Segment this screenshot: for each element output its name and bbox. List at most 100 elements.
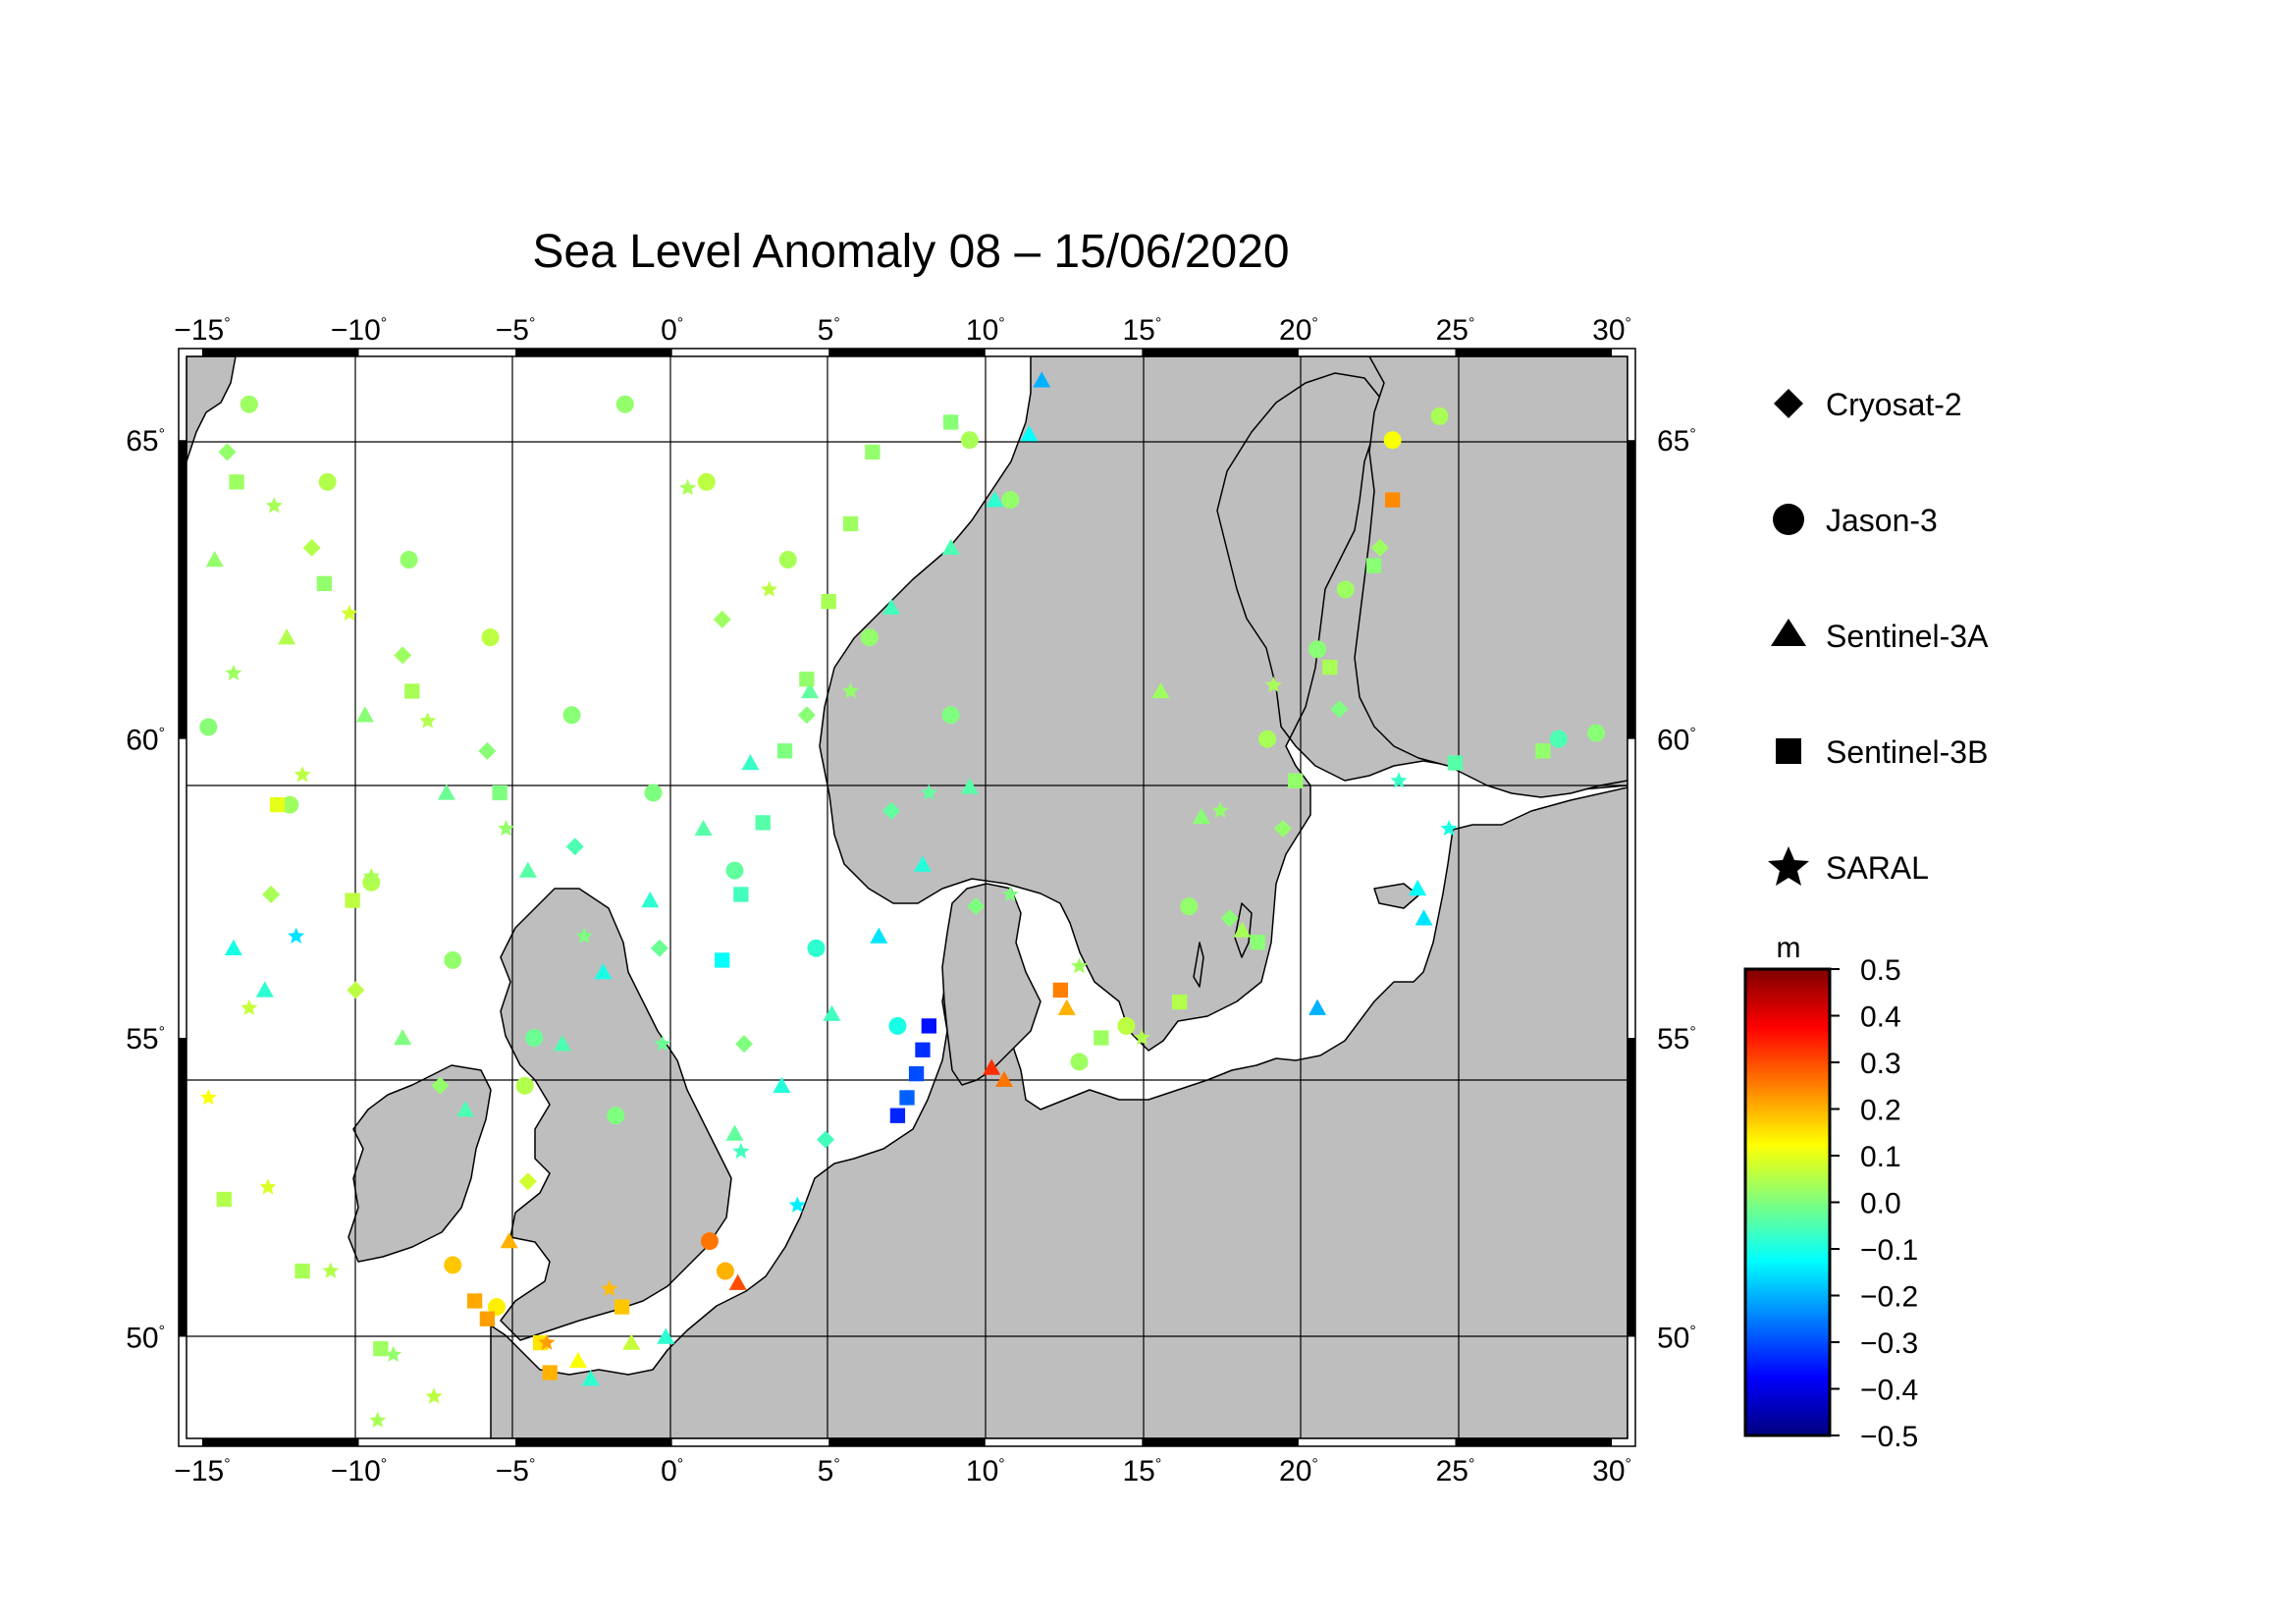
data-point-square xyxy=(821,593,836,610)
colorbar-tick-label: 0.2 xyxy=(1860,1095,1901,1127)
data-point-diamond xyxy=(797,706,816,725)
data-point-triangle xyxy=(983,1058,1001,1075)
data-point-circle xyxy=(240,395,258,413)
data-point-triangle xyxy=(1192,807,1210,825)
data-point-star xyxy=(1211,801,1229,818)
lat-tick-label: 50° xyxy=(126,1322,165,1354)
data-point-circle xyxy=(960,431,979,450)
data-point-circle xyxy=(697,472,716,491)
data-point-triangle xyxy=(355,706,374,723)
data-point-circle xyxy=(1308,640,1327,659)
data-point-triangle xyxy=(986,491,1004,508)
data-point-star xyxy=(788,1196,806,1213)
data-point-square xyxy=(715,952,730,968)
data-point-star xyxy=(538,1333,556,1350)
legend-item-sentinel-3b: Sentinel-3B xyxy=(1776,734,1988,770)
circle-icon xyxy=(1773,504,1804,535)
oland xyxy=(1193,942,1204,988)
data-point-star xyxy=(369,1411,387,1428)
colorbar-tick-label: 0.1 xyxy=(1860,1141,1901,1173)
data-point-triangle xyxy=(255,981,274,998)
data-point-triangle xyxy=(581,1370,600,1386)
data-point-star xyxy=(225,664,242,680)
data-point-star xyxy=(1440,820,1458,837)
data-point-triangle xyxy=(725,1124,744,1141)
data-point-diamond xyxy=(262,885,281,903)
data-point-circle xyxy=(515,1076,534,1095)
data-point-triangle xyxy=(1033,371,1051,388)
lat-tick-label: 65° xyxy=(1657,425,1696,458)
diamond-icon xyxy=(1774,389,1803,418)
data-point-star xyxy=(1264,676,1282,693)
legend-label: SARAL xyxy=(1826,850,1929,886)
legend-item-sentinel-3a: Sentinel-3A xyxy=(1771,619,1989,654)
data-point-triangle xyxy=(728,1273,747,1290)
data-point-star xyxy=(288,927,305,944)
data-point-square xyxy=(614,1299,630,1315)
colorbar-unit: m xyxy=(1777,932,1801,964)
colorbar-tick-label: −0.5 xyxy=(1860,1421,1918,1453)
longitude-labels-bottom: −15° −10° −5° 0° 5° 10° 15° 20° 25° 30° xyxy=(174,1455,1631,1488)
colorbar-tick-label: 0.3 xyxy=(1860,1048,1901,1080)
data-point-triangle xyxy=(1415,909,1433,926)
data-point-square xyxy=(345,893,360,908)
data-point-square xyxy=(492,784,507,801)
data-point-circle xyxy=(1070,1053,1089,1071)
data-point-triangle xyxy=(1057,999,1076,1015)
data-point-diamond xyxy=(1220,909,1239,928)
lon-tick-label: 15° xyxy=(1122,314,1161,347)
lon-tick-label: 20° xyxy=(1279,1455,1318,1488)
data-point-circle xyxy=(281,795,299,814)
data-point-circle xyxy=(1383,431,1402,450)
lon-tick-label: 20° xyxy=(1279,314,1318,347)
data-point-diamond xyxy=(302,538,321,557)
data-point-square xyxy=(1094,1030,1109,1046)
data-point-square xyxy=(269,796,286,813)
data-point-circle xyxy=(1180,897,1199,916)
data-point-circle xyxy=(1430,406,1449,425)
latitude-labels-right: 50° 55° 60° 65° xyxy=(1657,425,1696,1354)
data-point-circle xyxy=(562,706,581,725)
lat-tick-label: 55° xyxy=(1657,1023,1696,1055)
lat-tick-label: 65° xyxy=(126,425,165,458)
data-point-square xyxy=(1322,659,1338,676)
data-point-triangle xyxy=(594,963,613,980)
data-point-star xyxy=(362,867,380,884)
data-point-triangle xyxy=(773,1076,791,1093)
data-point-triangle xyxy=(694,819,713,837)
longitude-labels-top: −15° −10° −5° 0° 5° 10° 15° 20° 25° 30° xyxy=(174,314,1631,347)
data-point-square xyxy=(404,683,420,699)
data-point-star xyxy=(419,712,437,729)
data-point-triangle xyxy=(657,1327,675,1344)
data-point-star xyxy=(240,999,258,1015)
data-point-circle xyxy=(607,1107,625,1125)
data-point-triangle xyxy=(518,861,537,878)
data-point-square xyxy=(294,1263,310,1279)
data-point-triangle xyxy=(994,1070,1013,1087)
data-point-triangle xyxy=(224,939,242,955)
lat-tick-label: 55° xyxy=(126,1023,165,1055)
legend-label: Cryosat-2 xyxy=(1826,387,1962,422)
data-point-diamond xyxy=(1273,819,1292,838)
lon-tick-label: 25° xyxy=(1436,1455,1475,1488)
data-point-square xyxy=(479,1311,496,1326)
lat-tick-label: 60° xyxy=(126,725,165,757)
data-point-triangle xyxy=(870,927,888,944)
data-point-star xyxy=(265,497,283,514)
data-point-diamond xyxy=(967,897,986,916)
data-point-circle xyxy=(716,1262,734,1280)
data-point-circle xyxy=(615,395,634,413)
data-point-square xyxy=(316,575,333,592)
data-point-triangle xyxy=(941,538,960,556)
data-point-star xyxy=(1133,1029,1150,1046)
data-point-star xyxy=(294,766,311,783)
data-point-triangle xyxy=(960,778,979,794)
star-icon xyxy=(1768,846,1809,886)
lon-tick-label: 5° xyxy=(818,1455,840,1488)
data-point-triangle xyxy=(801,681,820,699)
colorbar-tick-label: −0.4 xyxy=(1860,1375,1918,1407)
square-icon xyxy=(1776,738,1801,764)
data-point-triangle xyxy=(278,628,296,645)
lon-tick-label: 15° xyxy=(1122,1455,1161,1488)
data-point-triangle xyxy=(641,892,660,908)
